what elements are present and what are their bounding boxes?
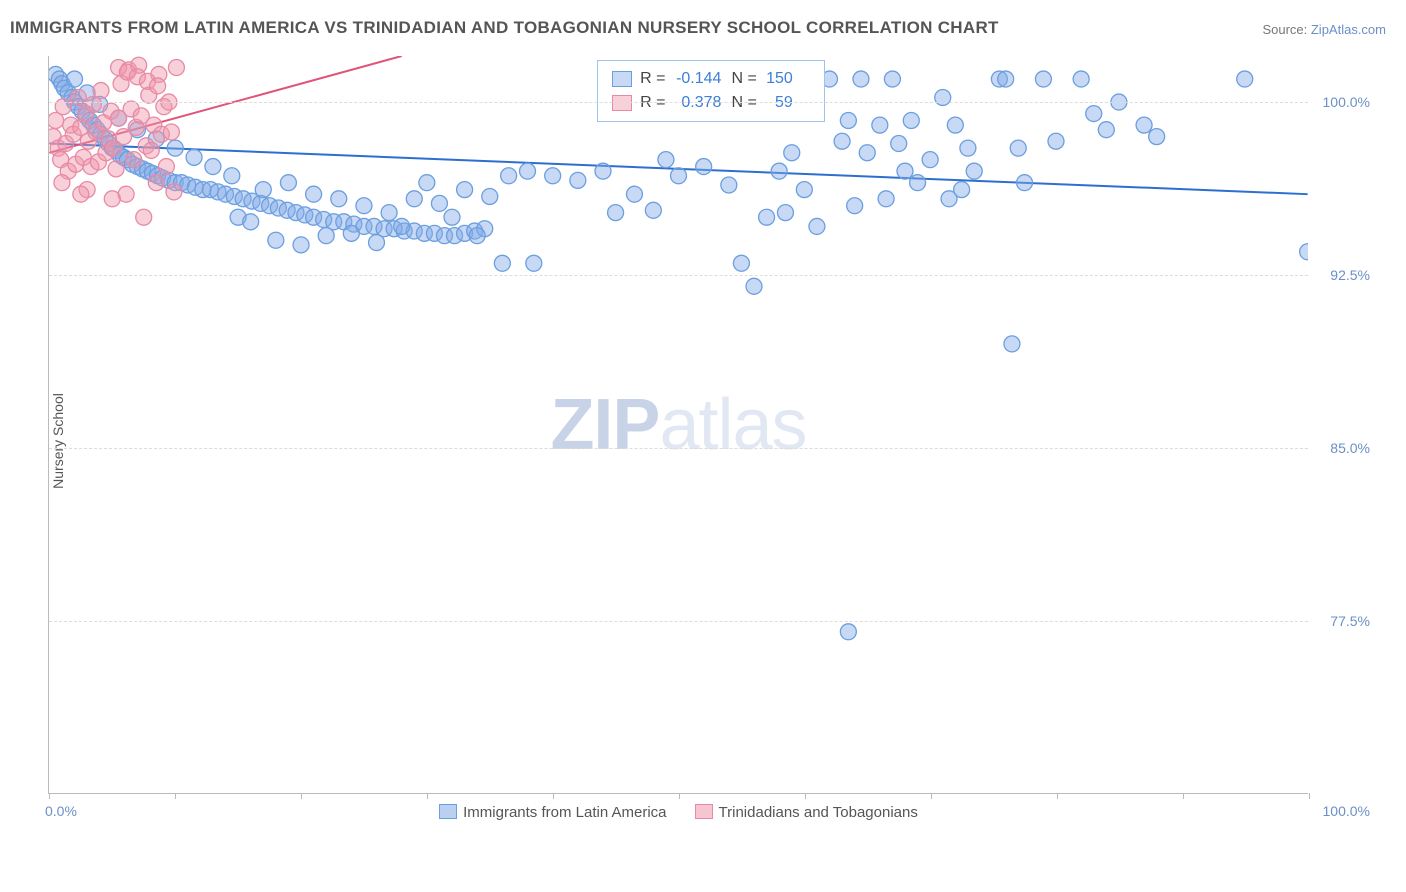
x-tick: [931, 793, 932, 799]
x-tick: [1183, 793, 1184, 799]
source-attribution: Source: ZipAtlas.com: [1262, 22, 1386, 37]
legend-swatch: [695, 804, 713, 819]
x-tick: [553, 793, 554, 799]
series-legend-item: Immigrants from Latin America: [439, 804, 666, 821]
series-legend-item: Trinidadians and Tobagonians: [695, 804, 918, 821]
legend-text: R = -0.144N = 150: [640, 67, 793, 91]
x-tick-min: 0.0%: [45, 803, 77, 819]
x-tick: [679, 793, 680, 799]
gridline-h: [49, 448, 1308, 449]
stats-legend-row: R = 0.378N = 59: [612, 91, 810, 115]
y-tick-label: 100.0%: [1323, 94, 1370, 110]
x-tick: [805, 793, 806, 799]
gridline-h: [49, 275, 1308, 276]
chart-container: Nursery School ZIPatlas R = -0.144N = 15…: [48, 56, 1378, 826]
source-label: Source:: [1262, 22, 1310, 37]
x-tick: [1309, 793, 1310, 799]
legend-swatch: [439, 804, 457, 819]
series-legend: Immigrants from Latin America Trinidadian…: [49, 804, 1308, 821]
plot-area: ZIPatlas R = -0.144N = 150R = 0.378N = 5…: [48, 56, 1308, 794]
y-tick-label: 85.0%: [1330, 440, 1370, 456]
x-tick: [49, 793, 50, 799]
stats-legend-row: R = -0.144N = 150: [612, 67, 810, 91]
source-value: ZipAtlas.com: [1311, 22, 1386, 37]
chart-title: IMMIGRANTS FROM LATIN AMERICA VS TRINIDA…: [10, 18, 999, 38]
gridline-h: [49, 621, 1308, 622]
legend-swatch: [612, 95, 632, 111]
legend-swatch: [612, 71, 632, 87]
x-tick: [301, 793, 302, 799]
legend-text: R = 0.378N = 59: [640, 91, 793, 115]
x-tick: [1057, 793, 1058, 799]
x-tick: [175, 793, 176, 799]
x-tick-max: 100.0%: [1323, 803, 1370, 819]
gridline-h: [49, 102, 1308, 103]
x-tick: [427, 793, 428, 799]
stats-legend-box: R = -0.144N = 150R = 0.378N = 59: [597, 60, 825, 122]
y-tick-label: 77.5%: [1330, 613, 1370, 629]
scatter-svg: [49, 56, 1308, 793]
y-tick-label: 92.5%: [1330, 267, 1370, 283]
